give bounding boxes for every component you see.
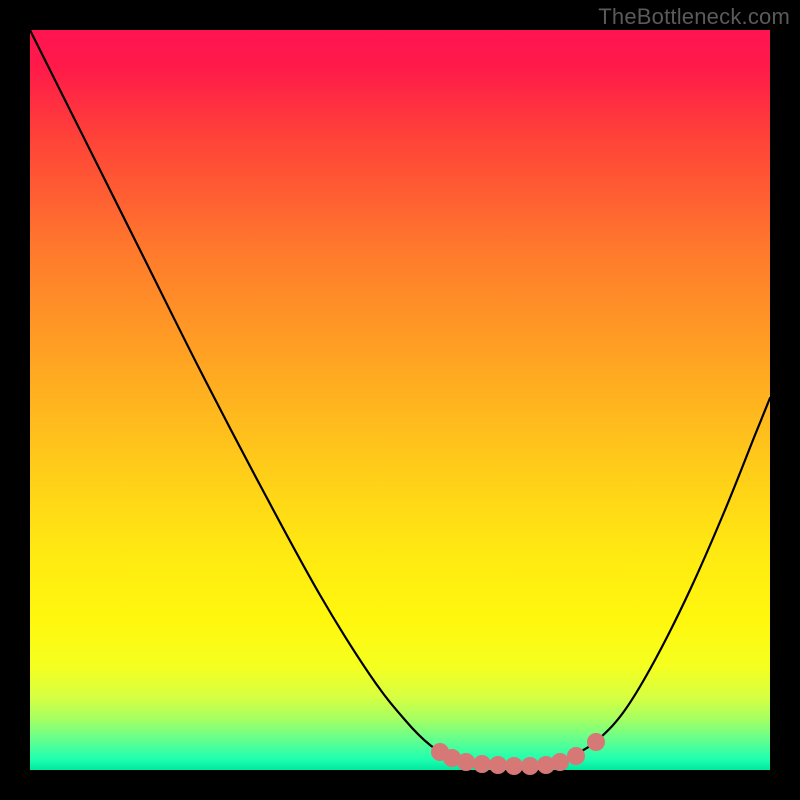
chart-frame: TheBottleneck.com <box>0 0 800 800</box>
data-marker <box>457 753 475 771</box>
data-marker <box>489 756 507 774</box>
watermark-text: TheBottleneck.com <box>598 4 790 30</box>
data-marker <box>521 757 539 775</box>
data-marker <box>473 755 491 773</box>
plot-area <box>30 30 770 770</box>
data-marker <box>587 733 605 751</box>
bottleneck-curve-chart <box>0 0 800 800</box>
data-marker <box>505 757 523 775</box>
data-marker <box>567 747 585 765</box>
data-marker <box>551 753 569 771</box>
